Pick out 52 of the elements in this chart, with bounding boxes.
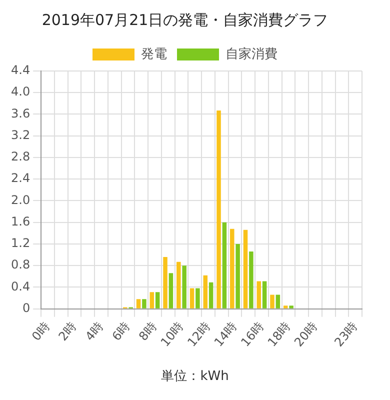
bar [230,228,234,308]
bar [243,230,248,308]
y-tick-label: 0.4 [10,279,30,294]
bar [208,282,214,308]
bar [283,306,288,308]
bar [216,110,221,308]
bar [276,294,280,308]
y-tick-label: 2.8 [10,150,30,164]
y-tick-label: 0 [22,300,30,315]
x-tick-label: 6時 [109,319,133,344]
x-tick-label: 23時 [332,319,360,350]
y-tick-label: 2.4 [10,171,30,186]
bar [262,281,267,308]
bar [270,294,274,308]
bar [222,222,227,308]
bar [289,306,294,308]
bar [136,299,141,308]
y-tick-label: 4.0 [10,84,30,99]
x-tick-label: 4時 [82,319,106,344]
x-tick-label: 12時 [184,319,213,350]
x-tick-label: 20時 [292,319,320,350]
bar [190,288,194,308]
y-tick-label: 4.4 [10,63,30,78]
bar [168,273,174,308]
bar [236,244,240,308]
legend-label: 発電 [141,46,167,62]
x-tick-label: 14時 [211,319,240,350]
x-tick-label: 2時 [56,319,80,344]
bar [256,281,262,308]
bar [163,256,168,308]
x-tick-label: 18時 [264,319,294,350]
x-tick-label: 8時 [136,319,160,344]
bar [142,299,146,308]
bar [196,288,200,308]
bar [203,275,208,308]
y-tick-label: 1.2 [10,236,30,250]
bar [182,266,186,308]
text: 単位：kWh [160,368,230,385]
bar [176,262,181,308]
x-tick-label: 10時 [158,319,186,350]
bar [150,292,154,308]
bar [155,292,160,308]
y-tick-label: 1.6 [10,214,30,228]
chart-title: 2019年07月21日の発電・自家消費グラフ [42,10,328,29]
legend-label: 自家消費 [226,46,278,62]
bar [249,252,254,308]
y-tick-label: 3.2 [10,128,30,142]
x-tick-label: 16時 [238,319,266,350]
y-tick-label: 0.8 [10,258,30,272]
x-tick-label: 0時 [29,319,52,344]
y-tick-label: 3.6 [10,106,30,120]
y-tick-label: 2.0 [10,192,30,207]
